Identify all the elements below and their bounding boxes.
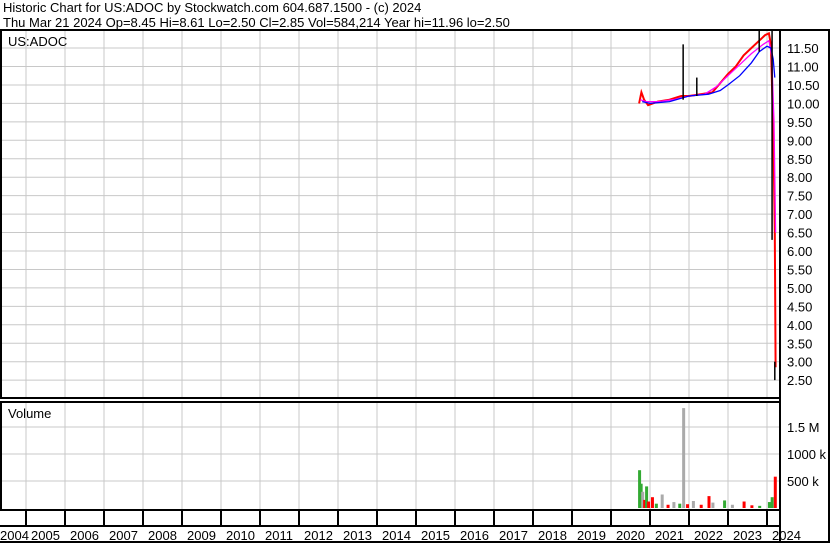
y-tick-label: 4.50 — [787, 299, 812, 314]
y-tick-label: 4.00 — [787, 318, 812, 333]
volume-bar — [742, 501, 746, 508]
x-tick-label: 2006 — [70, 528, 99, 543]
volume-bar — [643, 499, 647, 508]
price-series-line — [638, 31, 777, 368]
price-panel-label: US:ADOC — [8, 34, 67, 49]
y-tick-label: 10.00 — [787, 96, 820, 111]
chart-header-title: Historic Chart for US:ADOC by Stockwatch… — [3, 0, 422, 15]
volume-bar — [647, 501, 651, 508]
x-tick-label: 2023 — [733, 528, 762, 543]
volume-bar — [711, 502, 715, 508]
x-tick-label: 2015 — [421, 528, 450, 543]
y-tick-label: 11.00 — [787, 60, 819, 75]
x-tick-label: 2009 — [187, 528, 216, 543]
volume-bar — [682, 408, 686, 508]
x-tick-label: 2019 — [577, 528, 606, 543]
x-tick-label: 2004 — [0, 528, 29, 543]
volume-bar — [672, 502, 676, 508]
volume-bar — [654, 503, 658, 508]
volume-bar — [750, 505, 754, 508]
price-series-line — [640, 39, 777, 233]
x-tick-label: 2008 — [148, 528, 177, 543]
y-tick-label: 9.00 — [787, 133, 812, 148]
volume-bar — [660, 494, 664, 508]
volume-bar — [645, 486, 649, 508]
y-tick-label: 11.50 — [787, 41, 819, 56]
volume-bar — [723, 500, 727, 508]
x-tick-label: 2024 — [772, 528, 801, 543]
y-tick-label: 10.50 — [787, 78, 820, 93]
volume-panel-frame — [0, 401, 781, 511]
x-tick-label: 2021 — [655, 528, 684, 543]
volume-bar — [639, 483, 643, 508]
x-tick-label: 2014 — [382, 528, 411, 543]
price-series-line — [642, 45, 776, 105]
volume-bar — [699, 504, 703, 508]
x-tick-label: 2013 — [343, 528, 372, 543]
x-tick-label: 2017 — [499, 528, 528, 543]
chart-header-quote: Thu Mar 21 2024 Op=8.45 Hi=8.61 Lo=2.50 … — [3, 15, 510, 30]
volume-tick-label: 1.5 M — [787, 420, 820, 435]
x-tick-label: 2011 — [265, 528, 293, 543]
volume-bar — [641, 491, 645, 508]
y-tick-label: 6.50 — [787, 226, 812, 241]
y-tick-label: 5.00 — [787, 281, 812, 296]
x-tick-label: 2010 — [226, 528, 255, 543]
y-tick-label: 7.00 — [787, 207, 812, 222]
x-tick-label: 2018 — [538, 528, 567, 543]
x-tick-label: 2005 — [31, 528, 60, 543]
x-tick-label: 2007 — [109, 528, 138, 543]
y-tick-label: 5.50 — [787, 262, 812, 277]
volume-bar — [638, 470, 642, 508]
y-tick-label: 6.00 — [787, 244, 812, 259]
x-tick-label: 2022 — [694, 528, 723, 543]
volume-tick-label: 1000 k — [787, 447, 827, 462]
y-tick-label: 7.50 — [787, 189, 812, 204]
y-tick-label: 2.50 — [787, 373, 812, 388]
volume-bar — [758, 505, 762, 508]
y-tick-label: 8.00 — [787, 170, 812, 185]
y-tick-label: 3.00 — [787, 355, 812, 370]
volume-bar — [678, 503, 682, 508]
volume-bar — [767, 502, 771, 508]
volume-bar — [686, 504, 690, 508]
volume-bar — [666, 504, 670, 508]
volume-bar — [650, 497, 654, 508]
volume-bar — [773, 476, 777, 508]
y-tick-label: 8.50 — [787, 152, 812, 167]
volume-bar — [770, 497, 774, 508]
y-tick-label: 9.50 — [787, 115, 812, 130]
x-tick-label: 2020 — [616, 528, 645, 543]
volume-bar — [707, 496, 711, 508]
volume-bar — [691, 500, 695, 508]
y-tick-label: 3.50 — [787, 336, 812, 351]
x-tick-label: 2012 — [304, 528, 333, 543]
volume-panel-label: Volume — [8, 406, 51, 421]
volume-tick-label: 500 k — [787, 474, 819, 489]
x-tick-label: 2016 — [460, 528, 489, 543]
volume-bar — [730, 504, 734, 508]
